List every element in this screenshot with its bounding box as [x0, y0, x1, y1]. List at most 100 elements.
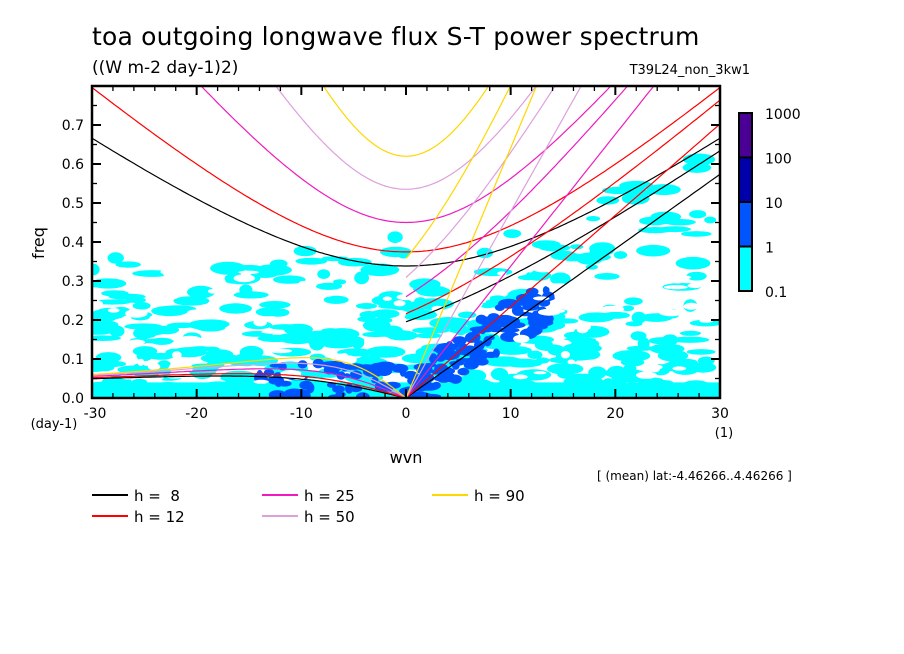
power-blob-1 [517, 311, 534, 317]
power-blob-0.1 [315, 282, 343, 290]
power-gap [484, 286, 492, 291]
y-tick-label: 0.0 [62, 391, 84, 407]
power-gap [630, 271, 649, 275]
x-tick-label: 20 [606, 406, 624, 422]
power-blob-1 [332, 385, 345, 393]
power-blob-0.1 [159, 305, 197, 313]
colorbar-segment [738, 245, 753, 292]
colorbar-segment [738, 156, 753, 203]
y-unit-label: (day-1) [31, 417, 78, 432]
x-tick-label: 0 [402, 406, 411, 422]
power-blob-0.1 [357, 316, 377, 323]
power-blob-0.1 [648, 337, 676, 345]
power-gap [313, 290, 336, 298]
power-blob-0.1 [689, 210, 707, 219]
y-tick-label: 0.5 [62, 196, 84, 212]
power-gap [393, 300, 406, 307]
power-gap [253, 318, 267, 327]
power-blob-1 [394, 364, 402, 371]
power-gap [126, 276, 151, 281]
power-blob-0.1 [490, 367, 509, 381]
legend-label: h = 90 [474, 487, 525, 505]
power-blob-0.1 [360, 263, 400, 277]
x-unit-label: (1) [715, 426, 733, 441]
eig0-curve-h50 [405, 86, 556, 278]
power-gap [659, 309, 683, 317]
power-blob-1 [469, 350, 488, 362]
legend-label: h = 8 [134, 487, 180, 505]
ig1-curve-h25 [200, 86, 612, 224]
power-blob-0.1 [415, 333, 443, 339]
power-blob-0.1 [387, 231, 403, 243]
power-blob-0.1 [371, 309, 400, 319]
kelvin-line-h12 [405, 123, 720, 398]
power-gap [269, 288, 285, 298]
axis-ticks [91, 85, 721, 399]
power-blob-1 [297, 360, 308, 369]
power-gap [683, 302, 700, 310]
power-blob-1 [299, 380, 313, 390]
power-blob-1 [451, 342, 467, 348]
colorbar-label: 1 [765, 241, 774, 257]
power-gap [306, 278, 319, 287]
power-blob-0.1 [458, 311, 477, 319]
power-gap [579, 306, 602, 312]
power-blob-0.1 [675, 256, 711, 270]
power-gap [117, 340, 134, 348]
power-blob-1 [323, 365, 335, 375]
power-blob-1 [457, 367, 470, 376]
power-blob-0.1 [333, 279, 347, 285]
power-blob-0.1 [638, 227, 673, 234]
power-blob-0.1 [612, 350, 651, 362]
power-blob-0.1 [686, 271, 707, 281]
power-gap [431, 305, 445, 312]
x-tick-label: -10 [290, 406, 313, 422]
eig0-curve-h8 [405, 150, 720, 323]
power-gap [181, 364, 193, 373]
power-blob-0.1 [219, 303, 253, 314]
power-blob-0.1 [650, 211, 682, 222]
power-blob-1 [277, 380, 292, 387]
legend-label: h = 50 [304, 508, 355, 526]
power-blob-0.1 [191, 367, 213, 380]
power-gap [672, 275, 692, 280]
power-blob-1 [465, 333, 477, 343]
power-blob-0.1 [535, 357, 550, 364]
power-gap [554, 286, 576, 291]
power-blob-0.1 [107, 252, 124, 264]
er1-curve-h8 [92, 375, 407, 398]
power-gap [253, 379, 269, 384]
power-blob-0.1 [556, 367, 574, 379]
power-blob-0.1 [503, 229, 522, 239]
power-blob-0.1 [624, 189, 657, 196]
dispersion-curves [92, 86, 720, 398]
power-gap [672, 279, 684, 284]
power-blob-0.1 [157, 360, 171, 369]
power-blob-0.1 [362, 319, 391, 332]
power-gap [240, 317, 256, 321]
power-blob-0.1 [92, 282, 110, 288]
power-gap [532, 264, 554, 273]
power-gap [587, 296, 599, 305]
power-blob-1 [452, 336, 467, 345]
power-gap [653, 289, 670, 293]
colorbar-label: 1000 [765, 107, 801, 123]
colorbar-label: 10 [765, 196, 783, 212]
power-blob-0.1 [267, 308, 290, 317]
power-gap [653, 262, 674, 270]
power-blob-0.1 [132, 302, 151, 310]
power-blob-0.1 [320, 328, 341, 335]
power-blob-0.1 [323, 295, 349, 304]
power-gap [639, 293, 658, 300]
y-tick-label: 0.2 [62, 313, 84, 329]
power-blob-0.1 [621, 305, 635, 312]
power-blob-0.1 [531, 240, 561, 250]
power-gap [262, 281, 270, 288]
power-blob-1 [355, 392, 370, 398]
power-blob-0.1 [132, 346, 158, 357]
power-blob-1 [283, 388, 305, 398]
power-gap [332, 355, 352, 362]
lat-annotation: [ (mean) lat:-4.46266..4.46266 ] [597, 469, 792, 483]
power-blob-0.1 [92, 325, 116, 335]
y-axis-label: freq [29, 227, 48, 259]
